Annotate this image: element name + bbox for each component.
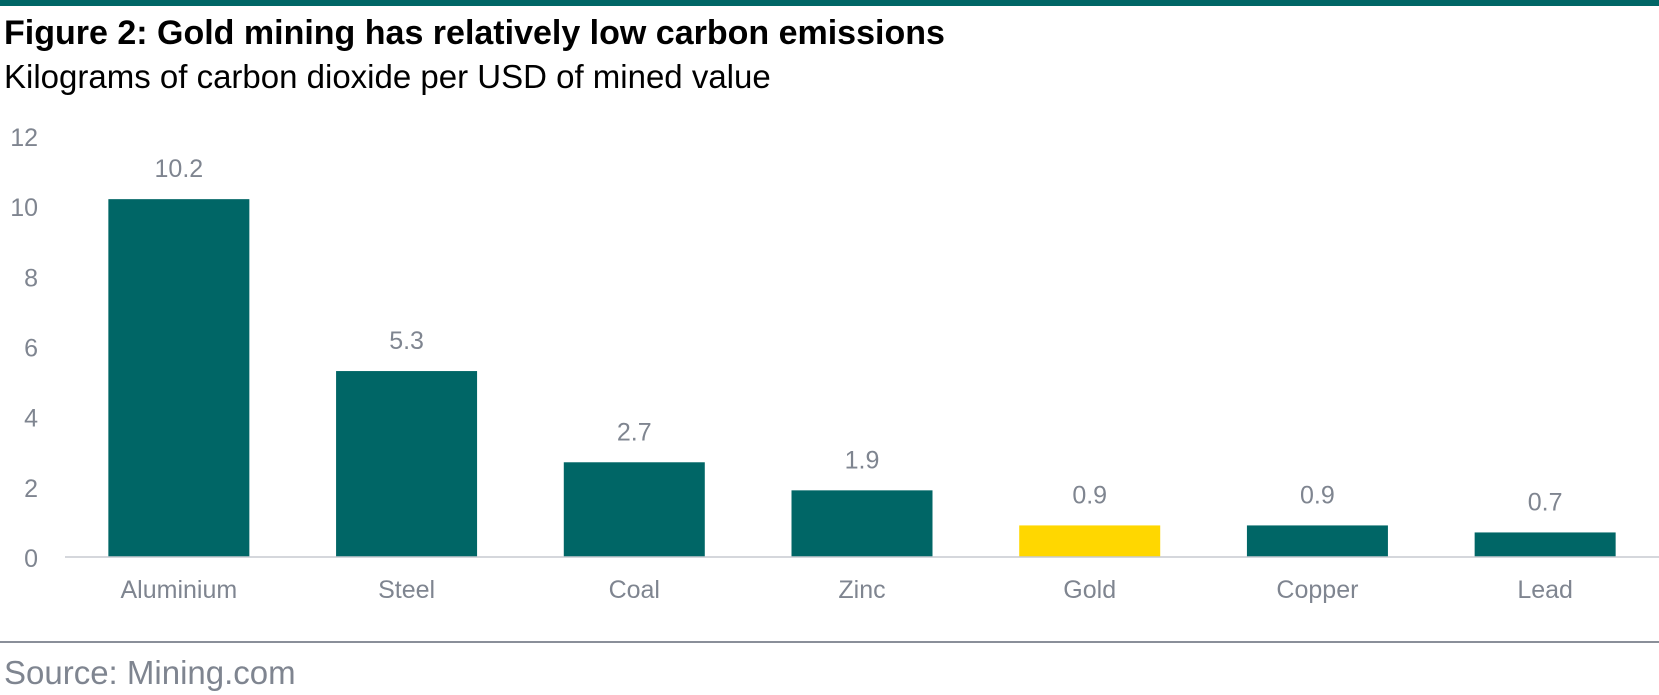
y-tick-label: 0 bbox=[24, 545, 38, 573]
data-label: 5.3 bbox=[389, 327, 424, 355]
x-tick-label: Lead bbox=[1517, 576, 1573, 604]
y-tick-label: 10 bbox=[10, 194, 38, 222]
data-label: 10.2 bbox=[155, 155, 204, 183]
data-label: 2.7 bbox=[617, 418, 652, 446]
bar-copper bbox=[1246, 525, 1388, 557]
x-tick-label: Copper bbox=[1276, 576, 1358, 604]
data-label: 0.9 bbox=[1300, 481, 1335, 509]
y-tick-label: 6 bbox=[24, 335, 38, 363]
x-axis: Aluminium Steel Coal Zinc Gold Copper Lead bbox=[121, 576, 1573, 604]
data-label: 0.7 bbox=[1528, 488, 1563, 516]
x-tick-label: Gold bbox=[1063, 576, 1116, 604]
bar-coal bbox=[563, 462, 705, 557]
bottom-rule bbox=[0, 641, 1659, 643]
top-rule bbox=[0, 0, 1659, 6]
y-axis: 0 2 4 6 8 10 12 bbox=[10, 124, 38, 573]
data-label: 0.9 bbox=[1072, 481, 1107, 509]
y-tick-label: 2 bbox=[24, 475, 38, 503]
x-tick-label: Steel bbox=[378, 576, 435, 604]
bar-aluminium bbox=[108, 199, 250, 557]
chart-subtitle: Kilograms of carbon dioxide per USD of m… bbox=[4, 58, 771, 95]
y-tick-label: 8 bbox=[24, 264, 38, 292]
bar-steel bbox=[336, 371, 478, 557]
bars bbox=[108, 199, 1616, 557]
source-note: Source: Mining.com bbox=[4, 654, 296, 691]
x-tick-label: Aluminium bbox=[121, 576, 238, 604]
data-label: 1.9 bbox=[845, 446, 880, 474]
x-tick-label: Zinc bbox=[838, 576, 885, 604]
bar-chart: 0 2 4 6 8 10 12 10.2 5.3 2.7 1.9 0.9 0.9 0.7 Alumini… bbox=[10, 124, 1659, 604]
data-labels: 10.2 5.3 2.7 1.9 0.9 0.9 0.7 bbox=[155, 155, 1563, 516]
x-tick-label: Coal bbox=[609, 576, 660, 604]
bar-lead bbox=[1474, 532, 1616, 557]
y-tick-label: 12 bbox=[10, 124, 38, 152]
bar-zinc bbox=[791, 490, 933, 557]
bar-gold bbox=[1019, 525, 1161, 557]
chart-title: Figure 2: Gold mining has relatively low… bbox=[4, 14, 945, 52]
y-tick-label: 4 bbox=[24, 405, 38, 433]
